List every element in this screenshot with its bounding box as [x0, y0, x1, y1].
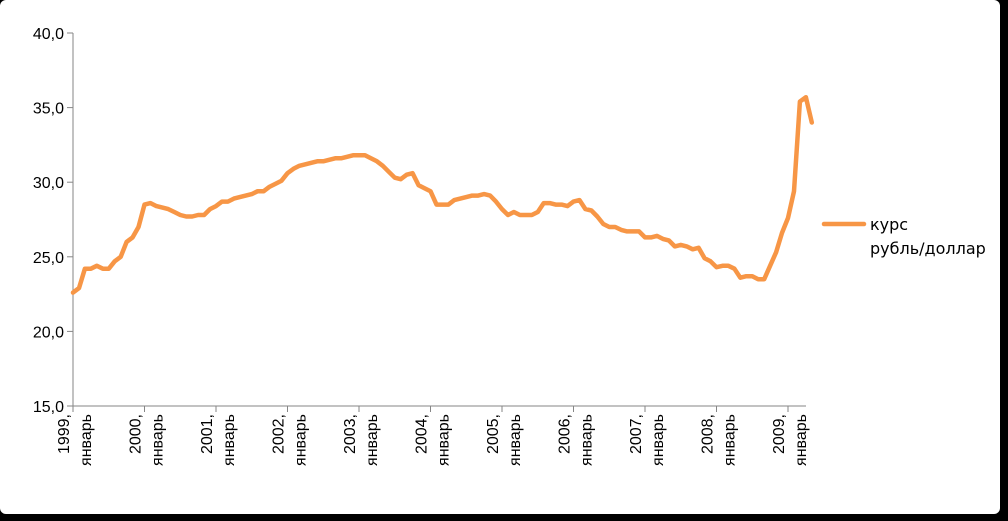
x-tick-label-line: январь: [150, 414, 167, 466]
x-tick-label-line: январь: [293, 414, 310, 466]
series-line: [70, 94, 815, 295]
x-tick-label-line: январь: [722, 414, 739, 466]
x-tick-label-line: 2003,: [342, 414, 359, 454]
x-tick-label: 2004, январь: [414, 414, 453, 466]
x-tick-label-line: 2004,: [414, 414, 431, 454]
x-tick-label-line: январь: [650, 414, 667, 466]
legend: курс рубль/доллар: [821, 215, 986, 258]
x-axis: 1999, январь 2000, январь 2001, январь 2002, ян…: [56, 405, 810, 466]
y-axis: 15,0 20,0 25,0 30,0 35,0 40,0: [33, 26, 74, 416]
x-tick-label: 2009, январь: [771, 414, 810, 466]
x-tick-label: 2000, январь: [128, 414, 167, 466]
x-tick-label-line: 2008,: [700, 414, 717, 454]
x-tick-label-line: январь: [507, 414, 524, 466]
chart-area: 15,0 20,0 25,0 30,0 35,0 40,0 1999, январь 2000…: [0, 0, 1000, 514]
x-tick-label-line: 2007,: [628, 414, 645, 454]
x-tick-label-line: январь: [78, 414, 95, 466]
x-tick-label-line: январь: [579, 414, 596, 466]
legend-label: рубль/доллар: [870, 239, 986, 258]
y-tick-label: 20,0: [33, 324, 64, 341]
chart-svg: 15,020,025,030,035,040,0 1999, январь 2000…: [33, 26, 986, 466]
x-tick-label-line: 2005,: [485, 414, 502, 454]
series-group: [70, 94, 815, 295]
x-tick-label-line: 2006,: [557, 414, 574, 454]
y-tick-label: 40,0: [33, 26, 64, 43]
y-tick-label: 25,0: [33, 250, 64, 267]
x-tick-label: 1999, январь: [56, 414, 95, 466]
x-tick-label: 2005, январь: [485, 414, 524, 466]
y-tick-label: 15,0: [33, 399, 64, 416]
y-tick-label: 35,0: [33, 101, 64, 118]
x-tick-label: 2002, январь: [271, 414, 310, 466]
x-tick-label: 2001, январь: [199, 414, 238, 466]
x-tick-label-line: 2009,: [771, 414, 788, 454]
x-tick-label-line: 1999,: [56, 414, 73, 454]
x-tick-label-line: 2001,: [199, 414, 216, 454]
x-tick-label-line: январь: [364, 414, 381, 466]
legend-label: курс: [870, 215, 908, 234]
x-tick-label: 2008, январь: [700, 414, 739, 466]
x-tick-label-line: 2002,: [271, 414, 288, 454]
x-tick-label-line: январь: [793, 414, 810, 466]
x-tick-label-line: январь: [221, 414, 238, 466]
x-tick-label: 2006, январь: [557, 414, 596, 466]
x-tick-label: 2003, январь: [342, 414, 381, 466]
x-tick-label-line: январь: [436, 414, 453, 466]
x-tick-label-line: 2000,: [128, 414, 145, 454]
x-tick-label: 2007, январь: [628, 414, 667, 466]
y-tick-label: 30,0: [33, 175, 64, 192]
